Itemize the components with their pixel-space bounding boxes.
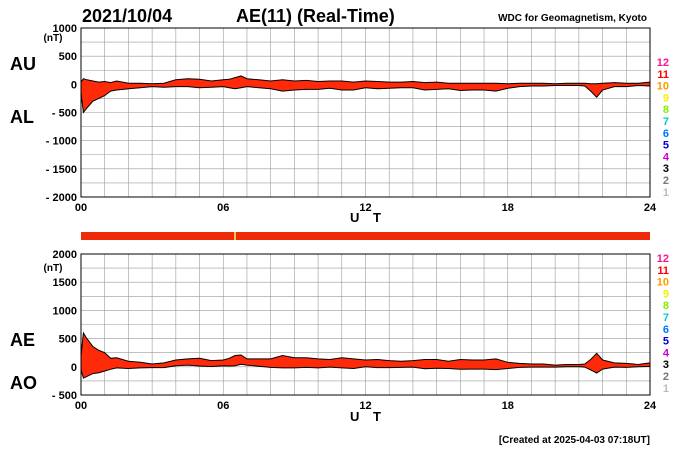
- station-level-9: 9: [663, 288, 669, 300]
- plot-title: AE(11) (Real-Time): [236, 6, 395, 26]
- ae-ao-y-tick-label: 2000: [53, 249, 77, 261]
- au-al-x-tick-label: 18: [502, 202, 514, 214]
- au-al-x-tick-label: 24: [644, 202, 657, 214]
- au-al-y-tick-label: - 2000: [46, 192, 77, 204]
- station-level-4: 4: [663, 151, 670, 163]
- au-series-line: [80, 75, 651, 85]
- station-level-6: 6: [663, 128, 669, 140]
- au-al-y-tick-label: 500: [59, 51, 77, 63]
- ao-series-line: [80, 363, 651, 379]
- au-al-y-tick-label: - 1000: [46, 136, 77, 148]
- au-al-plot-frame: [80, 27, 651, 198]
- au-al-x-tick-label: 06: [217, 202, 229, 214]
- ao-label: AO: [10, 373, 37, 393]
- station-level-2: 2: [663, 371, 669, 383]
- station-level-8: 8: [663, 104, 669, 116]
- data-status-mark: [234, 232, 236, 240]
- station-level-10: 10: [657, 277, 669, 289]
- ae-ao-x-tick-label: 00: [75, 400, 87, 412]
- ae-ao-filled-band: [81, 333, 650, 379]
- upper-x-axis-title: U T: [350, 210, 386, 225]
- station-level-1: 1: [663, 383, 669, 395]
- station-level-9: 9: [663, 92, 669, 104]
- station-level-7: 7: [663, 312, 669, 324]
- organization-label: WDC for Geomagnetism, Kyoto: [498, 13, 647, 24]
- ae-ao-y-tick-label: 1000: [53, 305, 77, 317]
- station-level-2: 2: [663, 175, 669, 187]
- station-level-10: 10: [657, 81, 669, 93]
- au-al-y-tick-label: 1000: [53, 23, 77, 35]
- station-level-12: 12: [657, 253, 669, 265]
- al-label: AL: [10, 107, 34, 127]
- au-al-filled-band: [81, 75, 650, 113]
- au-al-x-tick-label: 00: [75, 202, 87, 214]
- au-al-y-tick-label: 0: [71, 79, 77, 91]
- station-level-3: 3: [663, 359, 669, 371]
- ae-ao-x-tick-label: 12: [359, 400, 371, 412]
- station-level-3: 3: [663, 163, 669, 175]
- al-series-line: [80, 84, 651, 114]
- station-level-5: 5: [663, 336, 669, 348]
- station-level-11: 11: [657, 69, 669, 81]
- ae-ao-x-tick-label: 06: [217, 400, 229, 412]
- lower-x-axis-title: U T: [350, 409, 386, 424]
- station-level-11: 11: [657, 265, 669, 277]
- au-al-x-tick-label: 12: [359, 202, 371, 214]
- au-al-y-tick-label: - 1500: [46, 164, 77, 176]
- station-level-12: 12: [657, 57, 669, 69]
- ae-ao-y-tick-label: 500: [59, 334, 77, 346]
- ae-ao-y-tick-label: - 500: [52, 390, 77, 402]
- upper-unit-label: (nT): [44, 33, 63, 44]
- ae-ao-y-tick-label: 0: [71, 362, 77, 374]
- ae-ao-x-tick-label: 24: [644, 400, 657, 412]
- ae-ao-x-tick-label: 18: [502, 400, 514, 412]
- station-level-1: 1: [663, 187, 669, 199]
- lower-unit-label: (nT): [44, 263, 63, 274]
- station-level-8: 8: [663, 300, 669, 312]
- plot-date: 2021/10/04: [82, 6, 172, 26]
- ae-series-line: [80, 331, 651, 366]
- ae-ao-plot-frame: [80, 253, 651, 396]
- station-level-5: 5: [663, 140, 669, 152]
- station-level-7: 7: [663, 116, 669, 128]
- ae-label: AE: [10, 330, 35, 350]
- station-level-4: 4: [663, 347, 670, 359]
- au-al-y-tick-label: - 500: [52, 108, 77, 120]
- ae-ao-y-tick-label: 1500: [53, 277, 77, 289]
- au-label: AU: [10, 54, 36, 74]
- created-timestamp: [Created at 2025-04-03 07:18UT]: [499, 435, 650, 446]
- station-level-6: 6: [663, 324, 669, 336]
- data-status-bar: [81, 232, 650, 240]
